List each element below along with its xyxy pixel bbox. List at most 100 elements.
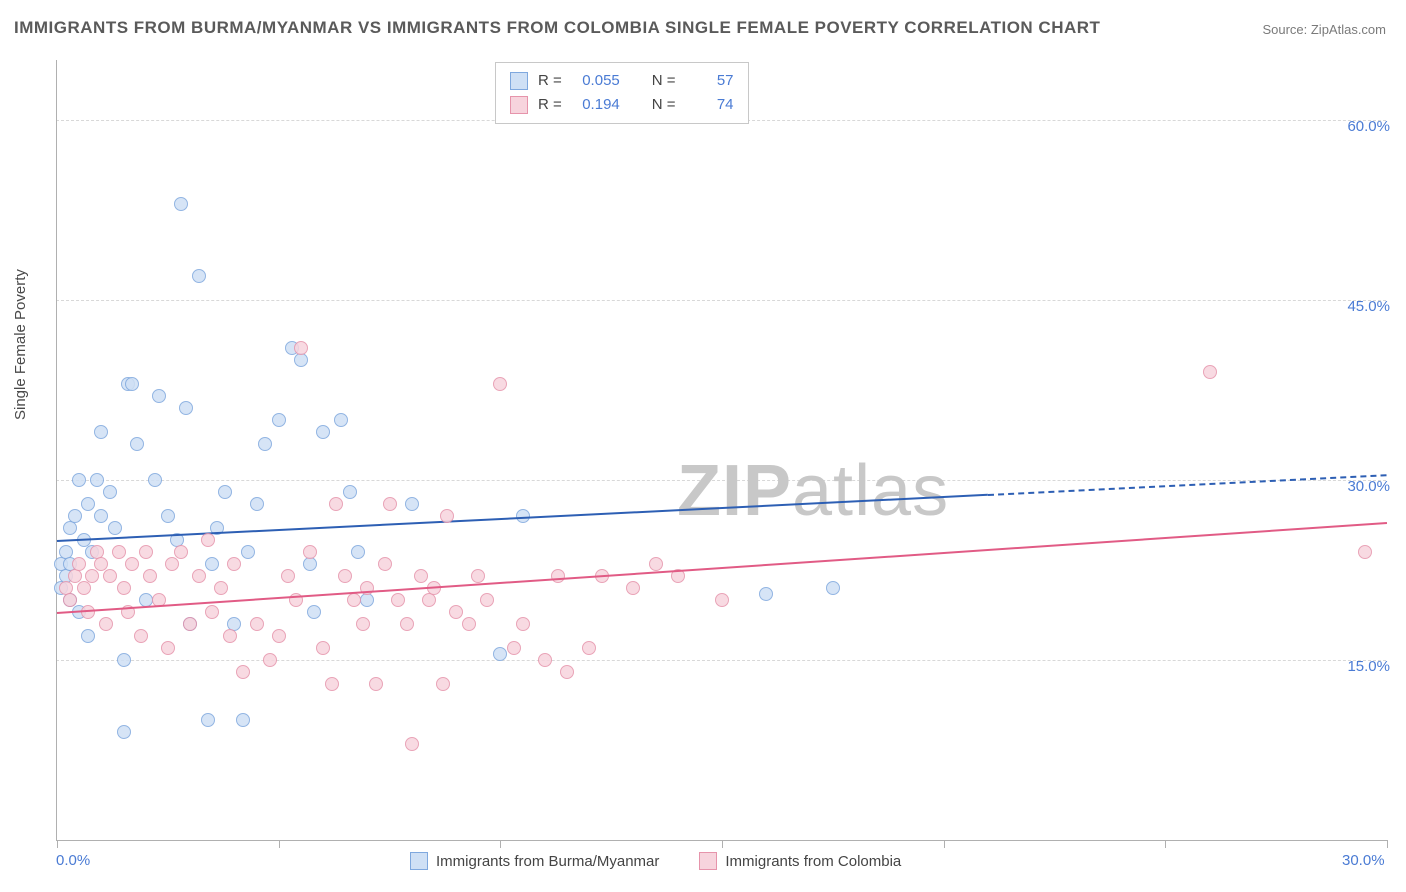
stat-n-value: 57: [686, 69, 734, 93]
legend-item: Immigrants from Burma/Myanmar: [410, 852, 659, 870]
stats-row: R = 0.194 N = 74: [510, 93, 734, 117]
scatter-point: [214, 581, 228, 595]
stat-n-label: N =: [652, 93, 676, 117]
stat-r-label: R =: [538, 93, 562, 117]
scatter-point: [360, 593, 374, 607]
scatter-point: [81, 629, 95, 643]
scatter-point: [436, 677, 450, 691]
scatter-point: [192, 269, 206, 283]
scatter-point: [250, 617, 264, 631]
scatter-point: [338, 569, 352, 583]
scatter-point: [400, 617, 414, 631]
scatter-point: [94, 425, 108, 439]
scatter-point: [174, 545, 188, 559]
stats-legend-box: R = 0.055 N = 57R = 0.194 N = 74: [495, 62, 749, 124]
stat-n-value: 74: [686, 93, 734, 117]
source-prefix: Source:: [1262, 22, 1310, 37]
scatter-point: [72, 557, 86, 571]
scatter-point: [383, 497, 397, 511]
scatter-point: [99, 617, 113, 631]
y-tick-label: 60.0%: [1347, 118, 1390, 135]
scatter-point: [560, 665, 574, 679]
scatter-point: [369, 677, 383, 691]
scatter-point: [103, 569, 117, 583]
scatter-point: [405, 737, 419, 751]
scatter-point: [112, 545, 126, 559]
scatter-point: [294, 341, 308, 355]
scatter-point: [143, 569, 157, 583]
y-tick-label: 15.0%: [1347, 658, 1390, 675]
bottom-legend: Immigrants from Burma/Myanmar Immigrants …: [410, 852, 901, 870]
plot-box: ZIPatlas: [56, 60, 1387, 841]
scatter-point: [85, 569, 99, 583]
scatter-point: [236, 713, 250, 727]
x-tick: [279, 840, 280, 848]
legend-label: Immigrants from Burma/Myanmar: [436, 853, 659, 870]
scatter-point: [1358, 545, 1372, 559]
x-tick-label: 30.0%: [1342, 852, 1385, 869]
stat-n-label: N =: [652, 69, 676, 93]
scatter-point: [68, 509, 82, 523]
scatter-point: [205, 557, 219, 571]
scatter-point: [343, 485, 357, 499]
scatter-point: [351, 545, 365, 559]
scatter-point: [139, 545, 153, 559]
source-name: ZipAtlas.com: [1311, 22, 1386, 37]
scatter-point: [236, 665, 250, 679]
scatter-point: [125, 557, 139, 571]
source-attribution: Source: ZipAtlas.com: [1262, 22, 1386, 37]
scatter-point: [117, 725, 131, 739]
scatter-point: [303, 557, 317, 571]
scatter-point: [303, 545, 317, 559]
legend-swatch: [699, 852, 717, 870]
scatter-point: [72, 473, 86, 487]
scatter-point: [493, 377, 507, 391]
scatter-point: [117, 581, 131, 595]
legend-swatch: [410, 852, 428, 870]
scatter-point: [649, 557, 663, 571]
scatter-point: [325, 677, 339, 691]
scatter-point: [90, 473, 104, 487]
x-tick: [722, 840, 723, 848]
scatter-point: [272, 629, 286, 643]
scatter-point: [192, 569, 206, 583]
scatter-point: [223, 629, 237, 643]
stat-r-value: 0.194: [572, 93, 620, 117]
trend-line: [57, 494, 988, 542]
scatter-point: [759, 587, 773, 601]
chart-title: IMMIGRANTS FROM BURMA/MYANMAR VS IMMIGRA…: [14, 18, 1100, 38]
scatter-point: [130, 437, 144, 451]
legend-swatch: [510, 96, 528, 114]
stats-row: R =0.055N =57: [510, 69, 734, 93]
scatter-point: [152, 389, 166, 403]
watermark-light: atlas: [792, 451, 949, 531]
stat-r-value: 0.055: [572, 69, 620, 93]
scatter-point: [391, 593, 405, 607]
scatter-point: [63, 593, 77, 607]
scatter-point: [626, 581, 640, 595]
scatter-point: [281, 569, 295, 583]
scatter-point: [77, 581, 91, 595]
scatter-point: [218, 485, 232, 499]
y-axis-label: Single Female Poverty: [12, 269, 29, 420]
scatter-point: [422, 593, 436, 607]
scatter-point: [347, 593, 361, 607]
scatter-point: [1203, 365, 1217, 379]
scatter-point: [81, 497, 95, 511]
scatter-point: [227, 557, 241, 571]
x-tick: [57, 840, 58, 848]
scatter-point: [449, 605, 463, 619]
scatter-point: [63, 521, 77, 535]
scatter-point: [201, 533, 215, 547]
watermark-bold: ZIP: [677, 451, 792, 531]
scatter-point: [480, 593, 494, 607]
scatter-point: [538, 653, 552, 667]
scatter-point: [462, 617, 476, 631]
legend-swatch: [510, 72, 528, 90]
watermark: ZIPatlas: [677, 450, 949, 532]
legend-label: Immigrants from Colombia: [725, 853, 901, 870]
scatter-point: [516, 617, 530, 631]
scatter-point: [329, 497, 343, 511]
scatter-point: [165, 557, 179, 571]
scatter-point: [551, 569, 565, 583]
